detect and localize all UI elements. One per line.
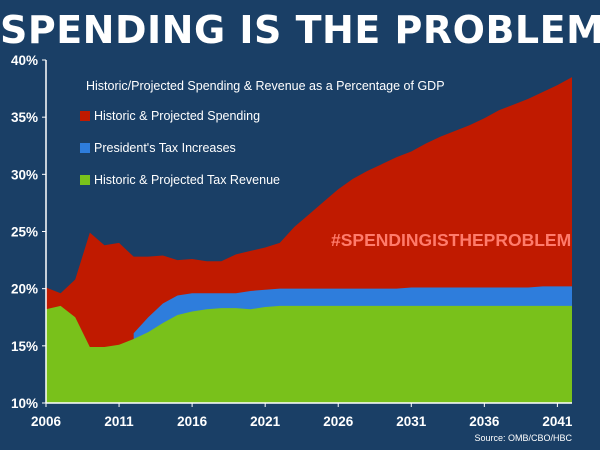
y-tick-label: 10% — [11, 396, 38, 411]
legend-swatch-0 — [80, 111, 90, 121]
legend-swatch-1 — [80, 143, 90, 153]
legend-label-0: Historic & Projected Spending — [94, 109, 260, 123]
source-note: Source: OMB/CBO/HBC — [474, 433, 572, 443]
x-tick-label: 2021 — [250, 414, 281, 429]
x-tick-label: 2006 — [31, 414, 62, 429]
y-tick-label: 20% — [11, 282, 38, 297]
x-tick-label: 2016 — [177, 414, 208, 429]
x-tick-label: 2036 — [469, 414, 500, 429]
area-layer — [46, 77, 572, 404]
y-tick-label: 15% — [11, 339, 38, 354]
legend-label-1: President's Tax Increases — [94, 141, 236, 155]
x-tick-label: 2026 — [323, 414, 354, 429]
y-tick-label: 25% — [11, 225, 38, 240]
x-tick-label: 2011 — [104, 414, 134, 429]
page-title: SPENDING IS THE PROBLEM — [0, 8, 600, 52]
legend: Historic & Projected Spending President's… — [80, 109, 280, 187]
legend-label-2: Historic & Projected Tax Revenue — [94, 173, 280, 187]
x-tick-label: 2041 — [542, 414, 573, 429]
y-tick-label: 35% — [11, 110, 38, 125]
hashtag-annotation: #SPENDINGISTHEPROBLEM — [331, 230, 571, 250]
x-tick-label: 2031 — [396, 414, 427, 429]
series-area-2 — [46, 305, 572, 403]
y-tick-label: 30% — [11, 167, 38, 182]
legend-swatch-2 — [80, 175, 90, 185]
axis-layer: 10% 15% 20% 25% 30% 35% 40% 2006 2011 2016 2021 202… — [11, 53, 573, 429]
y-tick-label: 40% — [11, 53, 38, 68]
chart-subtitle: Historic/Projected Spending & Revenue as… — [86, 79, 445, 93]
